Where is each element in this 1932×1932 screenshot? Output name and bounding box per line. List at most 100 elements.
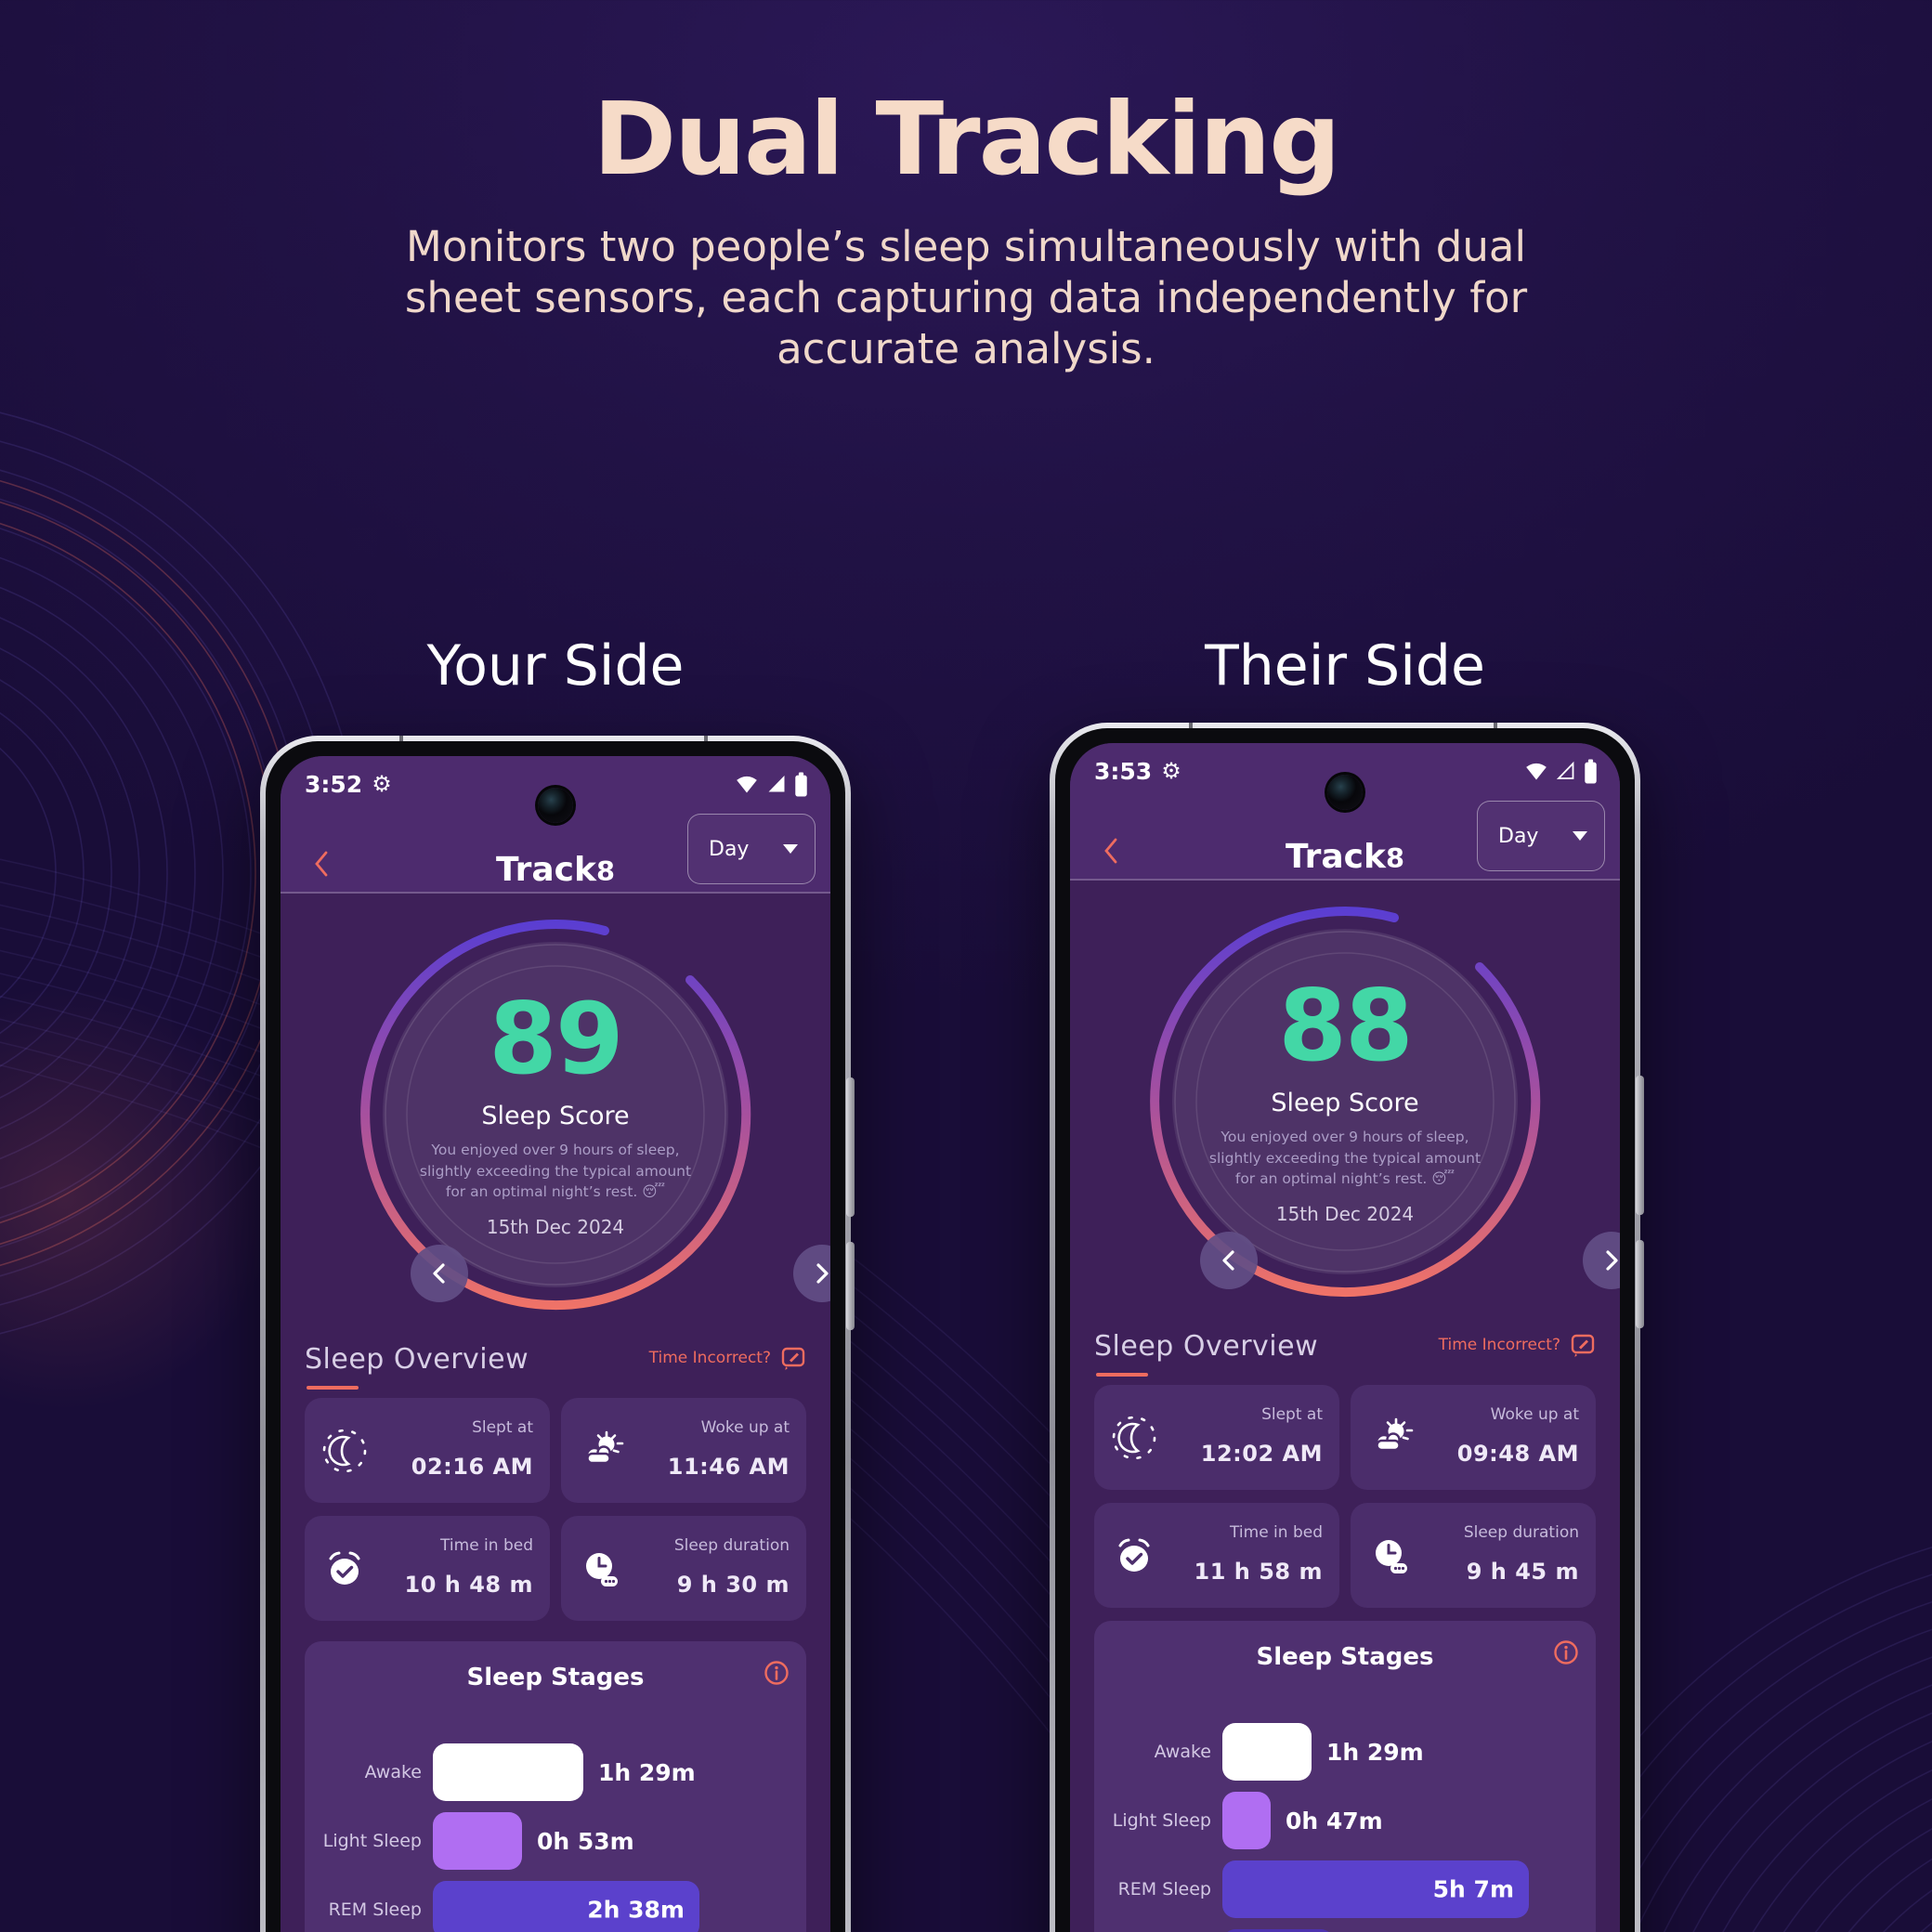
pink-glow	[0, 985, 279, 1412]
sleep-overview-cards: Slept at 02:16 AM Woke up at 11:46 AM	[305, 1398, 806, 1621]
period-dropdown-value: Day	[709, 837, 750, 861]
sleep-score-ring: 89 Sleep Score You enjoyed over 9 hours …	[356, 915, 830, 1314]
sleep-stages-heading: Sleep Stages	[1256, 1643, 1434, 1671]
chevron-right-icon	[1606, 1250, 1618, 1271]
card-label: Woke up at	[700, 1418, 790, 1437]
screen-content: 89 Sleep Score You enjoyed over 9 hours …	[281, 892, 830, 1932]
stage-bar: 2h 38m	[433, 1881, 699, 1932]
sleep-score-label: Sleep Score	[1271, 1089, 1419, 1118]
chevron-right-icon	[816, 1263, 829, 1284]
status-bar: 3:52 ⚙	[305, 769, 808, 799]
slept-at-card: Slept at 02:16 AM	[305, 1398, 550, 1503]
time-in-bed-card: Time in bed 10 h 48 m	[305, 1516, 550, 1621]
battery-icon	[1585, 759, 1597, 783]
wifi-icon	[737, 776, 757, 793]
next-day-button[interactable]	[1583, 1232, 1620, 1289]
front-camera	[1327, 775, 1363, 810]
phone-your-side: 3:52 ⚙ Track8 Day	[260, 736, 855, 1932]
card-value: 12:02 AM	[1200, 1441, 1323, 1467]
antenna-line	[1189, 723, 1193, 729]
side-label-their: Their Side	[1205, 633, 1485, 698]
chevron-left-icon	[1104, 838, 1117, 864]
front-camera	[538, 788, 573, 823]
card-label: Time in bed	[1230, 1523, 1323, 1542]
stage-bar	[1222, 1792, 1271, 1849]
sleep-stages-heading: Sleep Stages	[466, 1664, 645, 1691]
sleep-score-date: 15th Dec 2024	[486, 1215, 625, 1238]
edit-time-icon	[781, 1347, 805, 1370]
previous-day-button[interactable]	[1200, 1232, 1258, 1289]
power-button	[846, 1242, 855, 1330]
moon-rays-icon	[322, 1429, 367, 1472]
card-value: 11:46 AM	[667, 1454, 790, 1480]
clock-snooze-icon	[586, 1552, 618, 1586]
heading-underline	[307, 1386, 359, 1390]
page-subtitle: Monitors two people’s sleep simultaneous…	[404, 222, 1528, 373]
sleep-overview-heading: Sleep Overview	[1094, 1330, 1319, 1363]
info-icon[interactable]	[764, 1660, 790, 1686]
volume-button	[846, 1077, 855, 1217]
card-label: Sleep duration	[673, 1536, 790, 1555]
stage-row-light-sleep: Light Sleep 0h 53m	[318, 1812, 793, 1870]
slept-at-card: Slept at 12:02 AM	[1094, 1385, 1339, 1490]
stage-row-rem-sleep: REM Sleep 5h 7m	[1107, 1860, 1583, 1918]
side-label-your: Your Side	[426, 633, 685, 698]
card-value: 9 h 30 m	[676, 1572, 790, 1598]
stage-bar	[433, 1743, 583, 1801]
sleep-score-label: Sleep Score	[481, 1102, 630, 1131]
chevron-left-icon	[433, 1263, 445, 1284]
stage-row-light-sleep: Light Sleep 0h 47m	[1107, 1792, 1583, 1849]
status-time: 3:52	[305, 770, 363, 798]
next-day-button[interactable]	[793, 1245, 830, 1302]
sun-cloud-icon	[1375, 1417, 1414, 1451]
stage-row-rem-sleep: REM Sleep 2h 38m	[318, 1881, 793, 1932]
stage-bars: Awake 1h 29m Light Sleep 0h 53m REM Slee…	[318, 1743, 793, 1932]
back-button[interactable]	[310, 847, 338, 881]
sleep-score-value: 89	[489, 982, 624, 1096]
sun-cloud-icon	[585, 1430, 624, 1464]
sleep-score-ring: 88 Sleep Score You enjoyed over 9 hours …	[1145, 902, 1620, 1301]
period-dropdown[interactable]: Day	[687, 814, 816, 884]
card-label: Slept at	[1261, 1405, 1323, 1424]
sleep-score-description: You enjoyed over 9 hours of sleep, sligh…	[419, 1142, 692, 1201]
back-button[interactable]	[1100, 834, 1128, 868]
volume-button	[1636, 1076, 1644, 1215]
sleep-overview-cards: Slept at 12:02 AM Woke up at 09:48 AM	[1094, 1385, 1596, 1608]
stage-bar	[1222, 1723, 1312, 1781]
status-time: 3:53	[1094, 757, 1153, 785]
alarm-check-icon	[329, 1551, 360, 1585]
stage-bar	[433, 1812, 522, 1870]
phone-their-side: 3:53 ⚙ Track8 Day	[1050, 723, 1644, 1932]
sleep-score-value: 88	[1278, 969, 1414, 1083]
phone-screen: 3:52 ⚙ Track8 Day	[281, 756, 830, 1932]
period-dropdown[interactable]: Day	[1477, 801, 1605, 871]
card-label: Slept at	[472, 1418, 533, 1437]
sleep-duration-card: Sleep duration 9 h 30 m	[561, 1516, 806, 1621]
antenna-line	[704, 736, 708, 742]
status-bar: 3:53 ⚙	[1094, 756, 1598, 786]
stage-bars: Awake 1h 29m Light Sleep 0h 47m REM Slee…	[1107, 1723, 1583, 1932]
previous-day-button[interactable]	[411, 1245, 468, 1302]
sleep-duration-card: Sleep duration 9 h 45 m	[1351, 1503, 1596, 1608]
wifi-icon	[1526, 763, 1547, 780]
time-incorrect-link[interactable]: Time Incorrect?	[649, 1345, 806, 1371]
moon-rays-icon	[1112, 1416, 1156, 1459]
alarm-check-icon	[1118, 1538, 1150, 1572]
info-icon[interactable]	[1553, 1639, 1579, 1665]
settings-gear-icon: ⚙	[1161, 758, 1181, 784]
signal-icon	[1556, 761, 1574, 779]
woke-up-card: Woke up at 09:48 AM	[1351, 1385, 1596, 1490]
hero: Dual Tracking Monitors two people’s slee…	[0, 82, 1932, 375]
stage-bar	[1222, 1929, 1334, 1932]
app-title: Track8	[496, 851, 615, 889]
antenna-line	[1494, 723, 1497, 729]
chevron-left-icon	[315, 851, 328, 877]
sleep-stages-card: Sleep Stages Awake 1h 29m Light Sleep 0h…	[305, 1641, 806, 1932]
screen-content: 88 Sleep Score You enjoyed over 9 hours …	[1070, 879, 1620, 1932]
stage-row-awake: Awake 1h 29m	[318, 1743, 793, 1801]
heading-underline	[1096, 1373, 1148, 1377]
time-incorrect-link[interactable]: Time Incorrect?	[1439, 1332, 1596, 1358]
stage-row-partial	[1107, 1929, 1583, 1932]
card-value: 9 h 45 m	[1466, 1559, 1579, 1585]
stage-bar: 5h 7m	[1222, 1860, 1529, 1918]
